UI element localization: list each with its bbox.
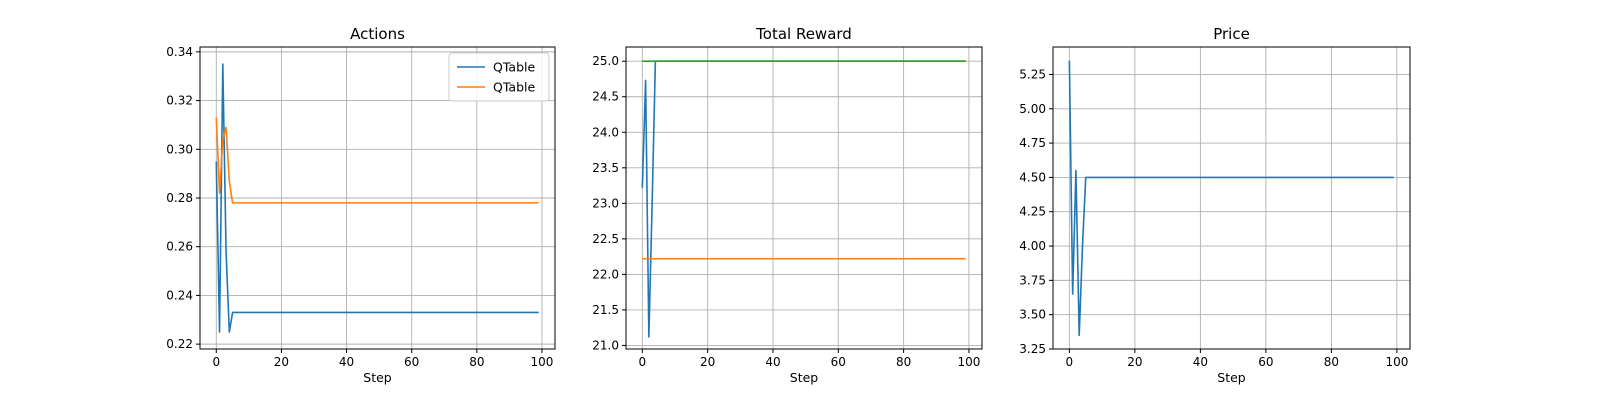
x-tick-label: 40 bbox=[765, 355, 780, 369]
y-tick-label: 23.0 bbox=[592, 196, 619, 210]
x-tick-label: 0 bbox=[639, 355, 647, 369]
y-tick-label: 4.00 bbox=[1019, 239, 1046, 253]
y-tick-label: 0.32 bbox=[166, 94, 193, 108]
x-tick-label: 80 bbox=[896, 355, 911, 369]
y-tick-label: 0.30 bbox=[166, 142, 193, 156]
chart-title: Price bbox=[1213, 25, 1250, 43]
chart-panel-2: 0 20 40 60 80 100 3.25 3.50 3.75 4.00 4.25 4.50 4.75… bbox=[1019, 25, 1411, 385]
y-tick-label: 3.25 bbox=[1019, 342, 1046, 356]
y-tick-label: 3.50 bbox=[1019, 308, 1046, 322]
y-tick-label: 5.00 bbox=[1019, 102, 1046, 116]
x-tick-label: 20 bbox=[274, 355, 289, 369]
plot-frame bbox=[625, 46, 983, 350]
x-axis-label: Step bbox=[363, 370, 392, 385]
y-tick-label: 0.34 bbox=[166, 45, 193, 59]
chart-panel-1: 0 20 40 60 80 100 21.0 21.5 22.0 22.5 23.0 23.5 24.0… bbox=[592, 25, 983, 385]
x-tick-label: 0 bbox=[1066, 355, 1074, 369]
y-tick-label: 24.0 bbox=[592, 125, 619, 139]
x-axis-label: Step bbox=[1217, 370, 1246, 385]
legend: QTable QTable bbox=[448, 52, 550, 102]
legend-label: QTable bbox=[493, 60, 535, 75]
x-tick-label: 40 bbox=[339, 355, 354, 369]
y-tick-label: 24.5 bbox=[592, 90, 619, 104]
x-axis-label: Step bbox=[790, 370, 819, 385]
x-tick-label: 20 bbox=[1127, 355, 1142, 369]
plot-frame bbox=[1052, 46, 1411, 350]
y-tick-label: 23.5 bbox=[592, 161, 619, 175]
y-tick-label: 4.75 bbox=[1019, 136, 1046, 150]
series-line-1 bbox=[215, 117, 539, 204]
x-tick-label: 80 bbox=[1324, 355, 1339, 369]
legend-label: QTable bbox=[493, 80, 535, 95]
y-tick-label: 4.25 bbox=[1019, 205, 1046, 219]
x-tick-label: 0 bbox=[212, 355, 220, 369]
x-tick-label: 100 bbox=[531, 355, 554, 369]
y-tick-label: 0.22 bbox=[166, 337, 193, 351]
y-tick-label: 22.5 bbox=[592, 232, 619, 246]
series-line-0 bbox=[641, 60, 966, 338]
chart-title: Total Reward bbox=[755, 25, 852, 43]
x-tick-label: 60 bbox=[404, 355, 419, 369]
y-tick-label: 3.75 bbox=[1019, 273, 1046, 287]
x-tick-label: 20 bbox=[700, 355, 715, 369]
x-tick-label: 80 bbox=[469, 355, 484, 369]
y-tick-label: 4.50 bbox=[1019, 170, 1046, 184]
x-tick-label: 60 bbox=[831, 355, 846, 369]
x-tick-label: 60 bbox=[1258, 355, 1273, 369]
chart-panel-0: 0 20 40 60 80 100 0.22 0.24 0.26 0.28 0.30 0.32 0.34… bbox=[166, 25, 556, 385]
legend-box bbox=[448, 52, 550, 102]
y-tick-label: 5.25 bbox=[1019, 67, 1046, 81]
x-tick-label: 100 bbox=[957, 355, 980, 369]
y-tick-label: 22.0 bbox=[592, 267, 619, 281]
x-tick-label: 40 bbox=[1193, 355, 1208, 369]
chart-title: Actions bbox=[350, 25, 405, 43]
y-tick-label: 21.0 bbox=[592, 338, 619, 352]
y-tick-label: 0.28 bbox=[166, 191, 193, 205]
x-tick-label: 100 bbox=[1385, 355, 1408, 369]
y-tick-label: 0.26 bbox=[166, 240, 193, 254]
y-tick-label: 21.5 bbox=[592, 303, 619, 317]
y-tick-label: 25.0 bbox=[592, 54, 619, 68]
series-line-0 bbox=[1068, 60, 1394, 337]
y-tick-label: 0.24 bbox=[166, 288, 193, 302]
series-line-0 bbox=[215, 63, 539, 333]
